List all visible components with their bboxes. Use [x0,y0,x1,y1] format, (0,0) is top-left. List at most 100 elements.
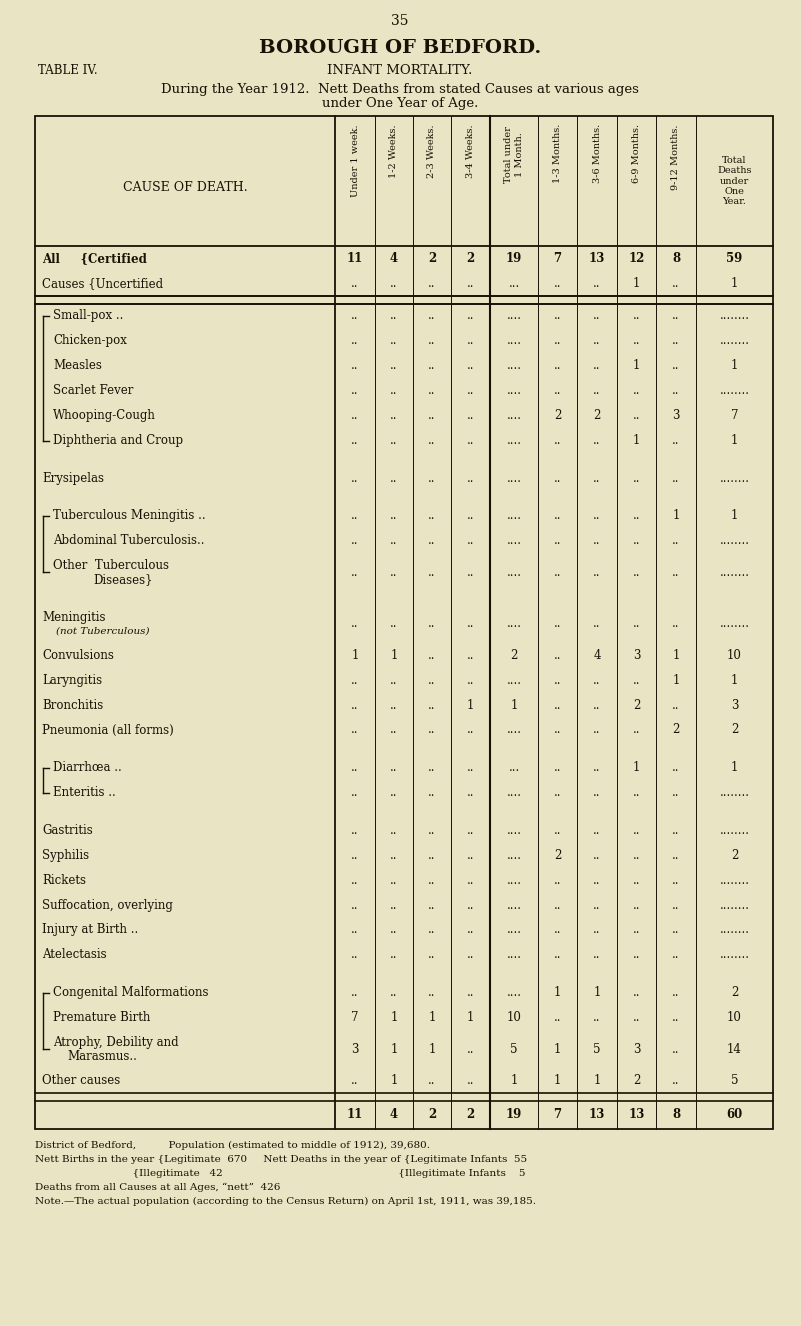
Text: ..: .. [467,849,474,862]
Text: ..: .. [352,724,359,736]
Text: ..: .. [633,987,640,998]
Text: ..: .. [429,761,436,774]
Text: ..: .. [672,699,680,712]
Text: ..: .. [467,534,474,548]
Text: ..: .. [553,566,562,579]
Text: 2: 2 [633,1074,640,1087]
Text: ..: .. [594,923,601,936]
Text: ..: .. [594,899,601,911]
Text: ..: .. [672,948,680,961]
Text: Injury at Birth ..: Injury at Birth .. [42,923,139,936]
Text: 2: 2 [594,410,601,422]
Text: ..: .. [390,948,398,961]
Text: ..: .. [553,948,562,961]
Text: ..: .. [390,899,398,911]
Text: Causes {Uncertified: Causes {Uncertified [42,277,163,290]
Text: ..: .. [672,385,680,398]
Text: ..: .. [467,617,474,630]
Text: 1: 1 [672,648,680,662]
Text: ..: .. [594,1010,601,1024]
Text: ..: .. [429,786,436,800]
Text: 1: 1 [731,761,739,774]
Text: 1: 1 [731,674,739,687]
Text: ....: .... [506,359,521,373]
Text: ....: .... [506,509,521,522]
Text: ....: .... [506,948,521,961]
Text: ..: .. [633,724,640,736]
Text: ..: .. [553,334,562,347]
Text: (not Tuberculous): (not Tuberculous) [56,626,150,635]
Text: 4: 4 [390,1109,398,1122]
Text: 5: 5 [731,1074,739,1087]
Text: ..: .. [594,823,601,837]
Text: Tuberculous Meningitis ..: Tuberculous Meningitis .. [53,509,206,522]
Text: 1: 1 [510,1074,517,1087]
Text: ..: .. [352,786,359,800]
Text: ..: .. [390,761,398,774]
Text: ..: .. [390,534,398,548]
Text: ....: .... [506,874,521,887]
Text: ..: .. [672,849,680,862]
Text: 2: 2 [731,849,739,862]
Text: TABLE IV.: TABLE IV. [38,65,98,77]
Text: 13: 13 [589,252,606,265]
Text: ....: .... [506,309,521,322]
Text: ..: .. [672,1074,680,1087]
Text: ..: .. [594,617,601,630]
Text: 1: 1 [594,1074,601,1087]
Text: ..: .. [352,385,359,398]
Text: ..: .. [352,359,359,373]
Text: ..: .. [352,509,359,522]
Text: Pneumonia (all forms): Pneumonia (all forms) [42,724,174,736]
Text: Atelectasis: Atelectasis [42,948,107,961]
Text: ..: .. [553,359,562,373]
Text: Under 1 week.: Under 1 week. [351,125,360,196]
Text: 1: 1 [553,987,562,998]
Text: ..: .. [352,534,359,548]
Text: ..: .. [429,923,436,936]
Text: Diarrhœa ..: Diarrhœa .. [53,761,122,774]
Text: ...: ... [509,761,520,774]
Text: Enteritis ..: Enteritis .. [53,786,116,800]
Text: ..: .. [553,899,562,911]
Text: ..: .. [429,648,436,662]
Text: ..: .. [672,309,680,322]
Text: 4: 4 [390,252,398,265]
Text: ..: .. [429,410,436,422]
Text: 60: 60 [727,1109,743,1122]
Text: Small-pox ..: Small-pox .. [53,309,123,322]
Text: ...: ... [509,277,520,290]
Text: ..: .. [467,1074,474,1087]
Text: 2: 2 [510,648,517,662]
Text: ........: ........ [719,309,750,322]
Text: ..: .. [429,617,436,630]
Text: District of Bedford,          Population (estimated to middle of 1912), 39,680.: District of Bedford, Population (estimat… [35,1140,430,1150]
Text: ..: .. [467,410,474,422]
Text: ..: .. [553,434,562,447]
Text: Bronchitis: Bronchitis [42,699,103,712]
Text: ..: .. [352,923,359,936]
Text: 1: 1 [731,509,739,522]
Text: ..: .. [594,534,601,548]
Text: ..: .. [594,948,601,961]
Text: ..: .. [467,309,474,322]
Text: ........: ........ [719,899,750,911]
Text: ..: .. [633,674,640,687]
Text: ....: .... [506,674,521,687]
Text: ..: .. [633,948,640,961]
Text: ..: .. [553,534,562,548]
Text: under One Year of Age.: under One Year of Age. [322,98,478,110]
Text: All     {Certified: All {Certified [42,252,147,265]
Text: 1: 1 [633,761,640,774]
Text: 8: 8 [672,1109,680,1122]
Text: 14: 14 [727,1042,742,1055]
Text: ..: .. [633,923,640,936]
Text: ..: .. [467,359,474,373]
Text: ..: .. [429,472,436,485]
Text: ..: .. [467,434,474,447]
Text: ..: .. [672,566,680,579]
Text: 1: 1 [352,648,359,662]
Text: {Illegitimate   42                                                      {Illegit: {Illegitimate 42 {Illegit [35,1170,525,1177]
Text: During the Year 1912.  Nett Deaths from stated Causes at various ages: During the Year 1912. Nett Deaths from s… [161,82,639,95]
Text: ..: .. [672,874,680,887]
